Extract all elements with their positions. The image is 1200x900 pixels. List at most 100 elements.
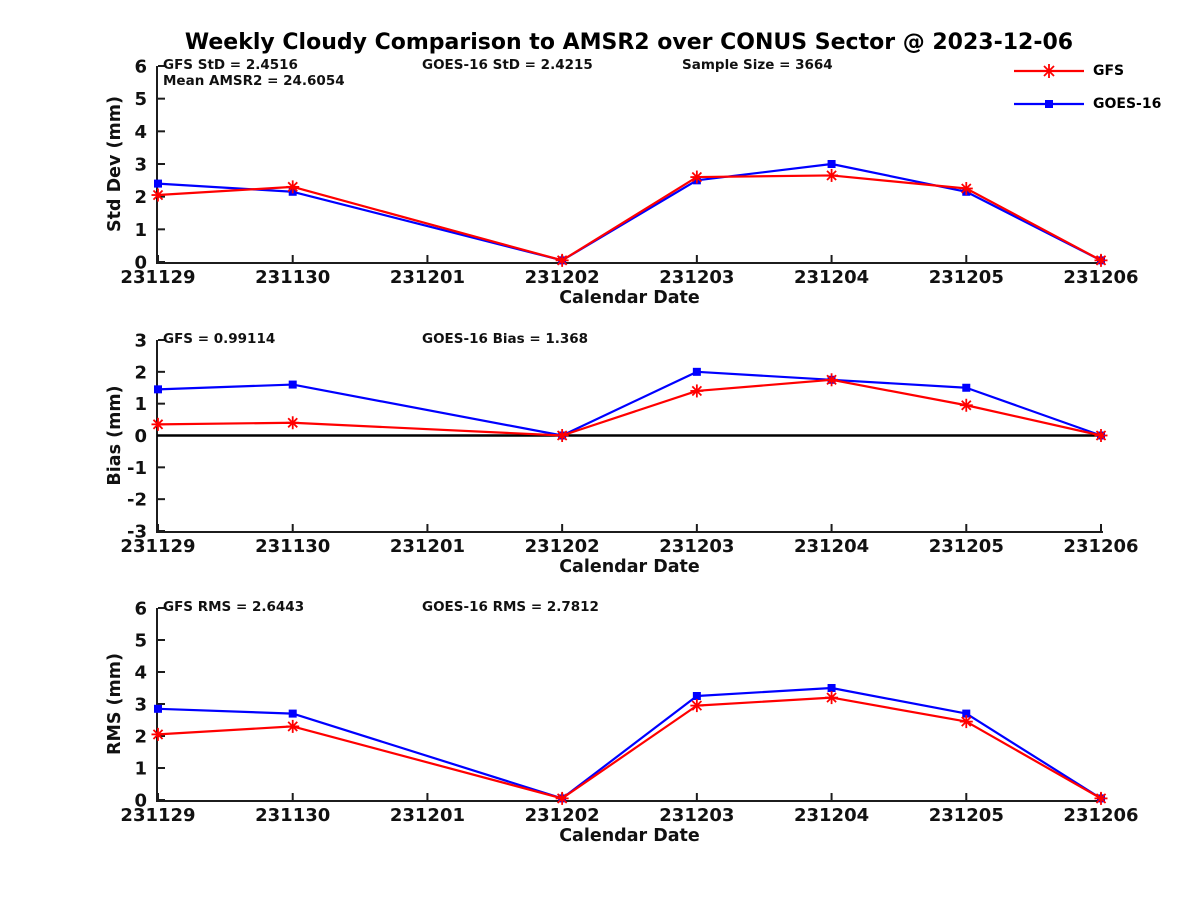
- rms-annotation: GOES-16 RMS = 2.7812: [422, 599, 599, 615]
- rms-y-tick-label: 2: [134, 726, 147, 747]
- bias-gfs-marker: [690, 384, 704, 398]
- rms-x-tick-label: 231201: [390, 805, 465, 826]
- std-dev-goes-16-line: [157, 162, 1102, 262]
- bias-gfs-marker: [959, 398, 973, 412]
- bias-x-tick-label: 231205: [929, 536, 1004, 557]
- std-dev-x-tick-label: 231206: [1063, 267, 1138, 288]
- std-dev-x-tick-label: 231130: [255, 267, 330, 288]
- bias-y-tick-label: 0: [134, 426, 147, 447]
- rms-y-tick-label: 5: [134, 630, 147, 651]
- std-dev-y-tick-label: 3: [134, 154, 147, 175]
- std-dev-gfs-marker-stroke: [826, 170, 837, 181]
- std-dev-annotation: GOES-16 StD = 2.4215: [422, 57, 593, 73]
- bias-gfs-marker-stroke: [152, 419, 164, 430]
- rms-x-tick-label: 231203: [659, 805, 734, 826]
- bias-gfs-marker-stroke: [691, 385, 703, 397]
- std-dev-annotation: Mean AMSR2 = 24.6054: [163, 73, 345, 89]
- bias-x-axis-label: Calendar Date: [559, 557, 700, 577]
- std-dev-annotation: GFS StD = 2.4516: [163, 57, 298, 73]
- std-dev-y-tick-label: 2: [134, 187, 147, 208]
- legend-label-goes16: GOES-16: [1093, 96, 1162, 112]
- std-dev-gfs-marker: [151, 188, 165, 202]
- bias-y-tick-label: 3: [134, 330, 147, 351]
- bias-annotation: GFS = 0.99114: [163, 331, 275, 347]
- goes16-line-sample-icon: [1014, 100, 1084, 108]
- legend-label-gfs: GFS: [1093, 63, 1125, 79]
- rms-gfs-marker: [151, 727, 165, 741]
- rms-gfs-marker: [959, 715, 973, 729]
- std-dev-goes-16-marker: [827, 160, 836, 168]
- std-dev-gfs-marker: [690, 170, 704, 184]
- bias-y-tick-label: -3: [127, 521, 147, 542]
- bias-x-tick-label: 231206: [1063, 536, 1138, 557]
- std-dev-gfs-marker-stroke: [1095, 255, 1107, 266]
- bias-x-tick-label: 231129: [120, 536, 195, 557]
- bias-y-tick-label: 2: [134, 362, 147, 383]
- legend: GFS GOES-16: [1012, 61, 1161, 127]
- rms-x-tick-label: 231206: [1063, 805, 1138, 826]
- std-dev-gfs-marker-stroke: [556, 255, 568, 266]
- rms-gfs-marker-stroke: [1095, 793, 1107, 804]
- rms-x-tick-label: 231130: [255, 805, 330, 826]
- rms-y-tick-label: 6: [134, 598, 147, 619]
- rms-y-tick-label: 3: [134, 694, 147, 715]
- rms-x-tick-label: 231205: [929, 805, 1004, 826]
- std-dev-gfs-marker-stroke: [691, 171, 703, 183]
- bias-goes-16-marker: [288, 380, 297, 389]
- bias-gfs-marker-stroke: [826, 374, 837, 385]
- legend-item-gfs: GFS: [1012, 61, 1161, 81]
- bias-gfs-marker: [825, 373, 839, 387]
- bias-annotation: GOES-16 Bias = 1.368: [422, 331, 588, 347]
- bias-x-tick-label: 231204: [794, 536, 869, 557]
- bias-x-tick-label: 231203: [659, 536, 734, 557]
- rms-goes-16-line: [157, 686, 1102, 800]
- std-dev-gfs-marker: [1094, 253, 1108, 267]
- rms-gfs-marker: [555, 791, 569, 805]
- rms-goes-16-marker: [154, 704, 162, 713]
- bias-gfs-marker: [151, 417, 165, 431]
- rms-x-tick-label: 231202: [525, 805, 600, 826]
- std-dev-x-tick-label: 231202: [525, 267, 600, 288]
- bias-y-axis-label: Bias (mm): [105, 385, 125, 485]
- bias-gfs-marker-stroke: [287, 417, 298, 428]
- std-dev-gfs-marker-stroke: [287, 181, 298, 193]
- rms-gfs-marker: [286, 719, 300, 733]
- std-dev-x-tick-label: 231203: [659, 267, 734, 288]
- std-dev-x-tick-label: 231204: [794, 267, 869, 288]
- std-dev-gfs-marker: [825, 168, 839, 182]
- bias-gfs-marker: [555, 429, 569, 442]
- rms-x-axis-label: Calendar Date: [559, 826, 700, 846]
- rms-goes-16-marker: [962, 709, 971, 718]
- std-dev-y-tick-label: 4: [134, 122, 147, 143]
- std-dev-gfs-marker: [286, 180, 300, 194]
- rms-gfs-marker-stroke: [826, 692, 837, 703]
- rms-y-tick-label: 1: [134, 758, 147, 779]
- rms-gfs-marker-stroke: [152, 729, 164, 740]
- std-dev-y-tick-label: 1: [134, 220, 147, 241]
- rms-gfs-marker-stroke: [556, 793, 568, 804]
- std-dev-y-tick-label: 0: [134, 252, 147, 273]
- rms-y-tick-label: 4: [134, 662, 147, 683]
- bias-goes-16-marker: [692, 367, 701, 376]
- gfs-line-sample-icon: [1014, 64, 1084, 78]
- rms-x-tick-label: 231204: [794, 805, 869, 826]
- std-dev-gfs-marker-stroke: [152, 189, 164, 201]
- rms-gfs-marker-stroke: [287, 721, 298, 732]
- bias-y-tick-label: 1: [134, 394, 147, 415]
- rms-y-axis-label: RMS (mm): [105, 653, 125, 755]
- bias-y-tick-label: -1: [127, 458, 147, 479]
- bias-y-tick-label: -2: [127, 490, 147, 511]
- bias-x-tick-label: 231130: [255, 536, 330, 557]
- rms-gfs-marker: [1094, 791, 1108, 805]
- std-dev-x-tick-label: 231205: [929, 267, 1004, 288]
- rms-goes-16-marker: [288, 709, 297, 718]
- rms-gfs-marker: [690, 699, 704, 713]
- bias-x-tick-label: 231201: [390, 536, 465, 557]
- bias-gfs-marker: [286, 416, 300, 430]
- rms-y-tick-label: 0: [134, 790, 147, 811]
- std-dev-y-tick-label: 5: [134, 89, 147, 110]
- std-dev-y-tick-label: 6: [134, 56, 147, 77]
- bias-x-tick-label: 231202: [525, 536, 600, 557]
- rms-gfs-marker-stroke: [961, 716, 972, 727]
- std-dev-x-axis-label: Calendar Date: [559, 288, 700, 308]
